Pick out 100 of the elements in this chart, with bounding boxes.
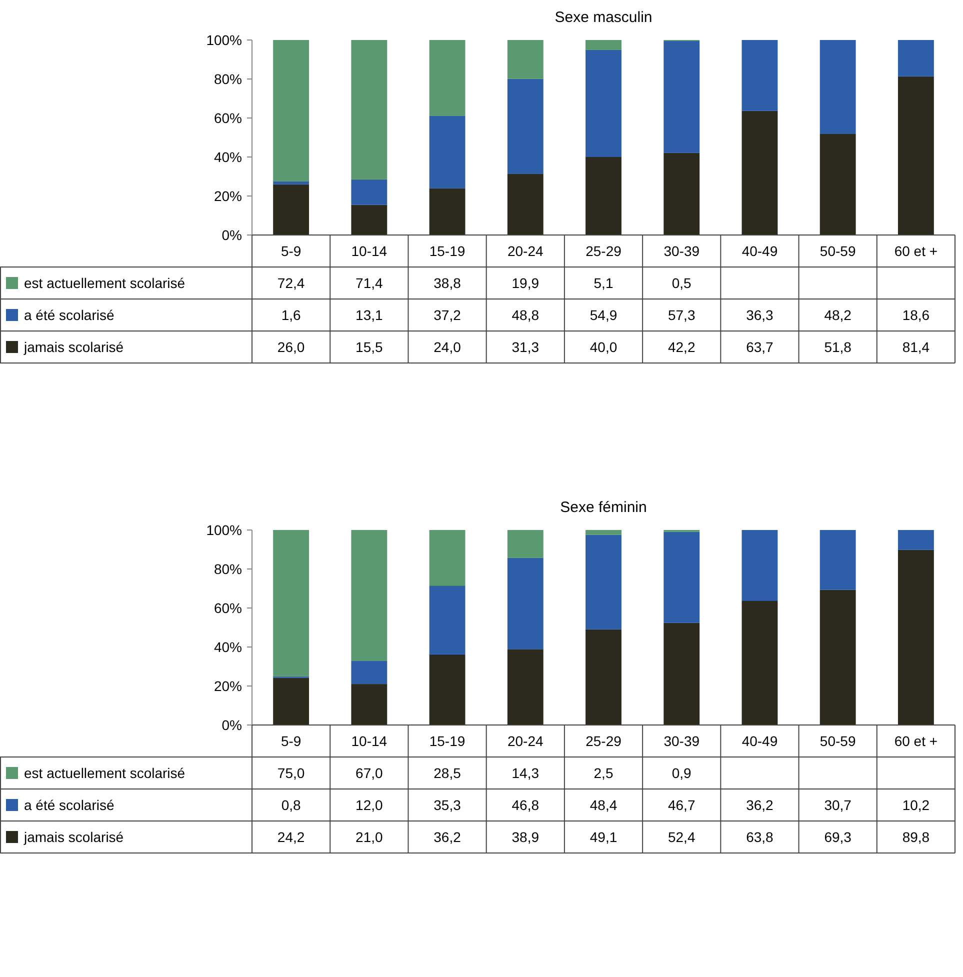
bar <box>586 534 622 630</box>
chart-title: Sexe féminin <box>560 499 647 516</box>
data-label: 36,2 <box>434 828 462 845</box>
y-tick-label: 100% <box>206 32 242 48</box>
x-tick-label: 60 et + <box>894 242 938 259</box>
bar <box>507 558 544 650</box>
bar <box>898 530 934 550</box>
y-tick-label: 40% <box>214 148 242 165</box>
bar <box>664 152 700 235</box>
bar <box>820 590 856 725</box>
data-label: 75,0 <box>277 764 305 781</box>
x-tick-label: 20-24 <box>507 242 544 259</box>
x-tick-label: 40-49 <box>742 732 778 749</box>
x-tick-label: 15-19 <box>429 242 466 259</box>
bar <box>820 40 856 134</box>
x-tick-label: 50-59 <box>820 242 856 259</box>
legend-label: jamais scolarisé <box>23 828 124 845</box>
bar <box>507 174 544 235</box>
data-label: 12,0 <box>356 796 384 813</box>
data-label: 36,3 <box>746 306 774 323</box>
bar <box>898 40 934 76</box>
data-label: 38,9 <box>512 828 540 845</box>
data-label: 0,8 <box>281 796 301 813</box>
bar <box>664 622 700 725</box>
data-label: 42,2 <box>668 338 696 355</box>
bar <box>898 76 934 235</box>
x-tick-label: 5-9 <box>280 242 302 259</box>
x-tick-label: 60 et + <box>894 732 938 749</box>
x-tick-label: 15-19 <box>429 732 466 749</box>
bar <box>273 184 310 235</box>
bar <box>742 110 778 235</box>
y-tick-label: 20% <box>214 188 242 204</box>
bar <box>507 78 544 174</box>
data-label: 81,4 <box>902 338 930 355</box>
bar <box>664 532 700 623</box>
bar <box>898 550 934 725</box>
data-label: 2,5 <box>594 764 614 781</box>
data-label: 46,8 <box>512 796 540 813</box>
legend-label: jamais scolarisé <box>23 338 124 355</box>
bar <box>273 678 310 725</box>
bar <box>273 530 310 676</box>
data-label: 67,0 <box>356 764 384 781</box>
bar <box>507 40 544 79</box>
bar <box>351 40 388 180</box>
legend-label: a été scolarisé <box>24 796 114 813</box>
y-tick-label: 60% <box>214 600 242 616</box>
data-label: 38,8 <box>434 274 462 291</box>
data-label: 5,1 <box>594 274 614 291</box>
data-label: 30,7 <box>824 796 852 813</box>
data-label: 35,3 <box>434 796 462 813</box>
bar <box>429 530 466 586</box>
chart-title: Sexe masculin <box>554 9 652 26</box>
bar <box>351 204 388 235</box>
bar <box>351 684 388 725</box>
data-label: 46,7 <box>668 796 696 813</box>
y-tick-label: 80% <box>214 560 242 577</box>
bar <box>586 629 622 725</box>
data-label: 37,2 <box>434 306 462 323</box>
data-label: 18,6 <box>902 306 930 323</box>
data-label: 0,9 <box>672 764 692 781</box>
data-label: 72,4 <box>277 274 305 291</box>
data-label: 48,2 <box>824 306 852 323</box>
data-label: 71,4 <box>356 274 384 291</box>
data-label: 40,0 <box>590 338 618 355</box>
y-tick-label: 100% <box>206 522 242 538</box>
bar <box>273 40 310 182</box>
x-tick-label: 10-14 <box>351 732 388 749</box>
bar <box>820 134 856 235</box>
y-tick-label: 0% <box>222 716 242 733</box>
bar <box>351 660 388 684</box>
x-tick-label: 30-39 <box>664 732 700 749</box>
x-tick-label: 20-24 <box>507 732 544 749</box>
data-label: 13,1 <box>356 306 384 323</box>
data-label: 48,8 <box>512 306 540 323</box>
bar <box>586 40 622 50</box>
data-label: 28,5 <box>434 764 462 781</box>
y-tick-label: 60% <box>214 110 242 126</box>
bar <box>429 188 466 235</box>
data-label: 24,2 <box>277 828 305 845</box>
bar <box>742 600 778 725</box>
bar <box>742 40 778 111</box>
data-label: 89,8 <box>902 828 930 845</box>
data-label: 31,3 <box>512 338 540 355</box>
data-label: 15,5 <box>356 338 384 355</box>
data-label: 14,3 <box>512 764 540 781</box>
x-tick-label: 10-14 <box>351 242 388 259</box>
x-tick-label: 50-59 <box>820 732 856 749</box>
bar <box>351 179 388 205</box>
data-label: 69,3 <box>824 828 852 845</box>
x-tick-label: 30-39 <box>664 242 700 259</box>
legend-label: est actuellement scolarisé <box>24 274 186 291</box>
data-label: 0,5 <box>672 274 692 291</box>
data-label: 36,2 <box>746 796 774 813</box>
y-tick-label: 40% <box>214 638 242 655</box>
bar <box>429 586 466 654</box>
bar <box>429 40 466 116</box>
x-tick-label: 25-29 <box>586 242 622 259</box>
data-label: 52,4 <box>668 828 696 845</box>
data-label: 24,0 <box>434 338 462 355</box>
y-tick-label: 80% <box>214 70 242 87</box>
